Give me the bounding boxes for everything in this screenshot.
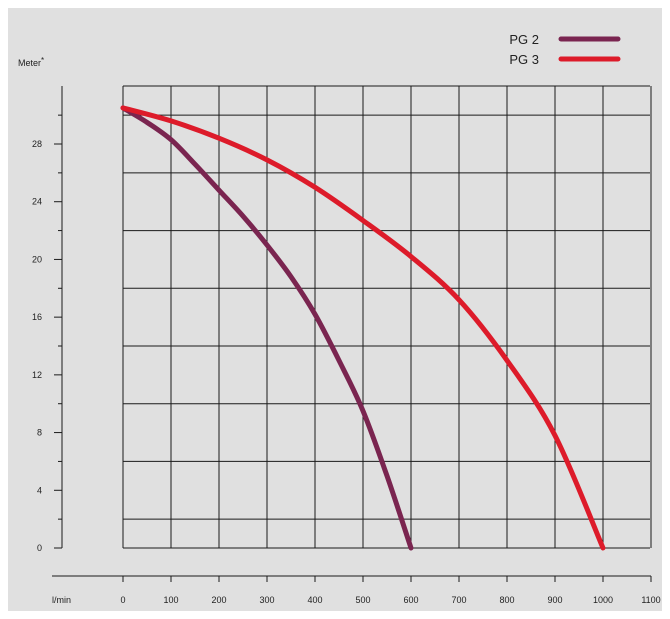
x-tick-label: 1000 [593,595,613,605]
series-lines [120,105,606,551]
x-tick-label: 400 [307,595,322,605]
x-axis-ticks: 0 100 200 300 400 500 600 700 800 900 1000 1100 [120,576,661,605]
series-line-pg3 [120,105,606,551]
y-tick-label: 8 [37,428,42,438]
x-tick-label: 900 [547,595,562,605]
y-axis-label: Meter* [18,56,44,68]
series-line-pg2 [120,105,414,551]
chart-background [8,8,662,611]
x-tick-label: 100 [163,595,178,605]
x-tick-label: 200 [211,595,226,605]
axes: 0 4 8 12 16 20 24 28 0 100 200 300 400 500 600 700 800 9… [32,86,661,605]
y-tick-label: 24 [32,197,42,207]
y-tick-label: 4 [37,485,42,495]
x-tick-label: 500 [355,595,370,605]
y-tick-label: 16 [32,312,42,322]
x-tick-label: 0 [120,595,125,605]
y-tick-label: 12 [32,370,42,380]
y-tick-label: 20 [32,254,42,264]
x-axis-label: l/min [52,595,71,605]
x-tick-label: 600 [403,595,418,605]
legend-label-pg2: PG 2 [509,32,539,47]
y-axis-ticks: 0 4 8 12 16 20 24 28 [32,114,62,553]
y-tick-label: 28 [32,139,42,149]
legend: PG 2 PG 3 [509,32,621,67]
x-tick-label: 300 [259,595,274,605]
grid-lines [122,85,652,549]
y-tick-label: 0 [37,543,42,553]
x-tick-label: 700 [451,595,466,605]
x-tick-label: 1100 [641,595,660,605]
x-tick-label: 800 [499,595,514,605]
legend-label-pg3: PG 3 [509,52,539,67]
